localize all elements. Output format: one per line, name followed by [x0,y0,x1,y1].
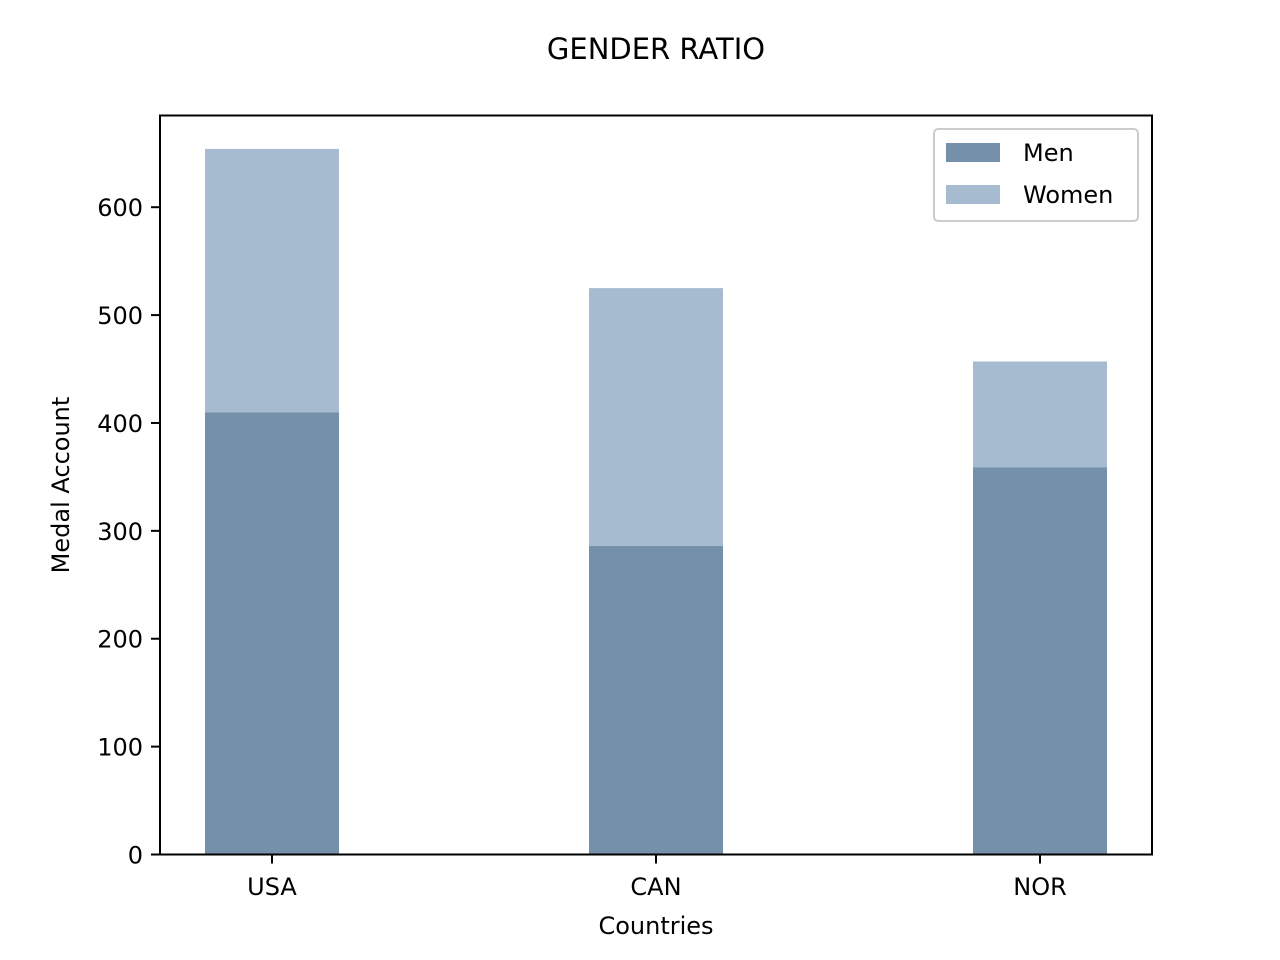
x-axis-label: Countries [598,912,713,940]
legend-swatch-women [946,185,1000,204]
y-axis: 0 100 200 300 400 500 600 [97,194,160,870]
x-tick-label: USA [247,873,297,901]
x-axis: USA CAN NOR [247,854,1067,901]
y-tick-label: 200 [97,626,143,654]
bar-men-usa [205,412,339,855]
x-tick-label: CAN [630,873,681,901]
y-tick-label: 500 [97,302,143,330]
y-tick-label: 0 [128,842,143,870]
legend-entries: Men Women [946,139,1113,209]
x-tick-label: NOR [1013,873,1067,901]
bars-layer [205,148,1107,855]
legend-label-men: Men [1023,139,1074,167]
y-tick-label: 400 [97,410,143,438]
bar-women-usa [205,148,339,413]
y-tick-label: 300 [97,518,143,546]
chart-title: GENDER RATIO [547,32,765,66]
y-tick-label: 600 [97,194,143,222]
bar-men-nor [973,467,1107,855]
bar-women-can [589,288,723,546]
legend-swatch-men [946,143,1000,162]
legend: Men Women [933,128,1139,222]
plot-frame [159,114,1153,856]
bar-men-can [589,545,723,855]
y-axis-label: Medal Account [47,397,75,574]
y-tick-label: 100 [97,734,143,762]
legend-label-women: Women [1023,181,1113,209]
bar-women-nor [973,361,1107,468]
